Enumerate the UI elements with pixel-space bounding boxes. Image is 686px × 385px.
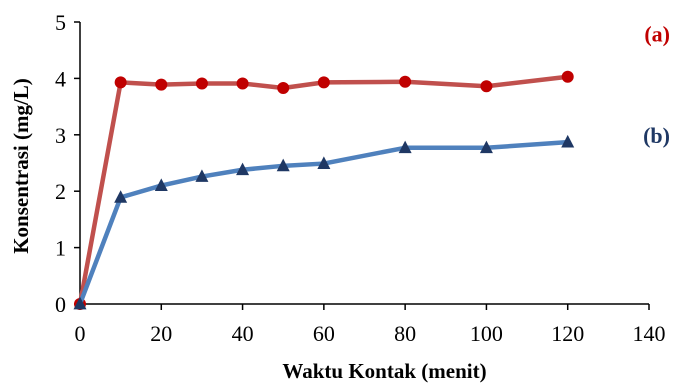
data-point (195, 169, 209, 182)
data-point (561, 70, 574, 83)
data-point (276, 158, 290, 172)
x-tick-label: 120 (551, 321, 584, 346)
x-tick-label: 60 (313, 321, 335, 346)
series-layer (73, 70, 575, 310)
y-axis-title: Konsentrasi (mg/L) (9, 78, 33, 254)
x-tick-label: 20 (150, 321, 172, 346)
x-tick-label: 0 (75, 321, 86, 346)
data-point (155, 78, 168, 91)
data-point (236, 162, 250, 176)
data-point (399, 75, 412, 88)
data-point (398, 140, 412, 154)
series-label: (a) (644, 21, 670, 46)
y-tick-label: 0 (55, 292, 66, 317)
y-tick-label: 5 (55, 10, 66, 35)
x-tick-label: 80 (394, 321, 416, 346)
data-point (236, 77, 249, 90)
data-point (73, 296, 87, 310)
series-label: (b) (643, 123, 670, 148)
y-tick-label: 4 (55, 66, 66, 91)
data-point (277, 81, 290, 94)
data-point (317, 156, 331, 169)
data-point (317, 76, 330, 89)
y-tick-label: 1 (55, 236, 66, 261)
series-line-0 (77, 74, 568, 305)
data-point (154, 178, 168, 191)
axes (74, 21, 650, 310)
labels: 0 1 2 3 4 5 0 20 40 60 80 100 120 140 Waktu Kontak (me… (9, 10, 670, 383)
data-point (479, 140, 493, 154)
data-point (561, 134, 575, 148)
data-point (114, 190, 128, 203)
x-tick-label: 40 (232, 321, 254, 346)
data-point (195, 77, 208, 90)
series-line-1 (77, 139, 568, 305)
y-tick-label: 2 (55, 179, 66, 204)
x-tick-label: 100 (470, 321, 503, 346)
y-tick-label: 3 (55, 123, 66, 148)
x-axis-title: Waktu Kontak (menit) (282, 359, 486, 383)
data-point (480, 80, 493, 93)
data-point (114, 76, 127, 89)
x-tick-label: 140 (633, 321, 666, 346)
